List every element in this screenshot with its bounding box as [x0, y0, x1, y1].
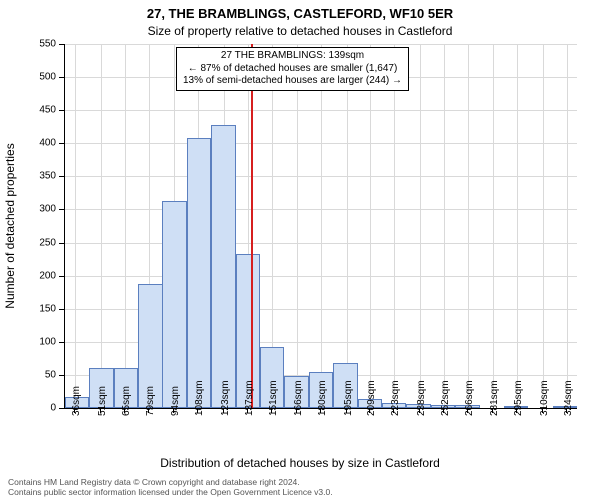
- ytick-mark: [59, 309, 64, 310]
- chart-subtitle: Size of property relative to detached ho…: [0, 24, 600, 38]
- ytick-mark: [59, 342, 64, 343]
- ytick-mark: [59, 143, 64, 144]
- annotation-line3: 13% of semi-detached houses are larger (…: [183, 75, 402, 88]
- histogram-bar: [211, 125, 235, 408]
- ytick-label: 500: [0, 72, 56, 83]
- ytick-mark: [59, 209, 64, 210]
- y-axis-title: Number of detached properties: [3, 143, 17, 308]
- ytick-label: 100: [0, 336, 56, 347]
- annotation-line1: 27 THE BRAMBLINGS: 139sqm: [183, 50, 402, 63]
- ytick-mark: [59, 243, 64, 244]
- bars-layer: [65, 44, 577, 408]
- plot-area: [64, 44, 577, 409]
- annotation-box: 27 THE BRAMBLINGS: 139sqm ← 87% of detac…: [176, 47, 409, 91]
- ytick-label: 200: [0, 270, 56, 281]
- ytick-mark: [59, 44, 64, 45]
- chart-title: 27, THE BRAMBLINGS, CASTLEFORD, WF10 5ER: [0, 6, 600, 21]
- ytick-mark: [59, 276, 64, 277]
- ytick-label: 350: [0, 171, 56, 182]
- footer: Contains HM Land Registry data © Crown c…: [8, 478, 333, 498]
- x-axis-title: Distribution of detached houses by size …: [0, 456, 600, 470]
- ytick-mark: [59, 110, 64, 111]
- ytick-label: 250: [0, 237, 56, 248]
- ytick-label: 150: [0, 303, 56, 314]
- ytick-label: 450: [0, 105, 56, 116]
- histogram-bar: [187, 138, 211, 408]
- ytick-label: 50: [0, 369, 56, 380]
- ytick-mark: [59, 408, 64, 409]
- chart-container: 27, THE BRAMBLINGS, CASTLEFORD, WF10 5ER…: [0, 0, 600, 500]
- ytick-label: 300: [0, 204, 56, 215]
- reference-line: [251, 44, 253, 408]
- histogram-bar: [162, 201, 186, 408]
- ytick-label: 550: [0, 39, 56, 50]
- footer-line2: Contains public sector information licen…: [8, 488, 333, 498]
- ytick-label: 0: [0, 403, 56, 414]
- ytick-label: 400: [0, 138, 56, 149]
- annotation-line2: ← 87% of detached houses are smaller (1,…: [183, 63, 402, 76]
- ytick-mark: [59, 375, 64, 376]
- ytick-mark: [59, 77, 64, 78]
- ytick-mark: [59, 176, 64, 177]
